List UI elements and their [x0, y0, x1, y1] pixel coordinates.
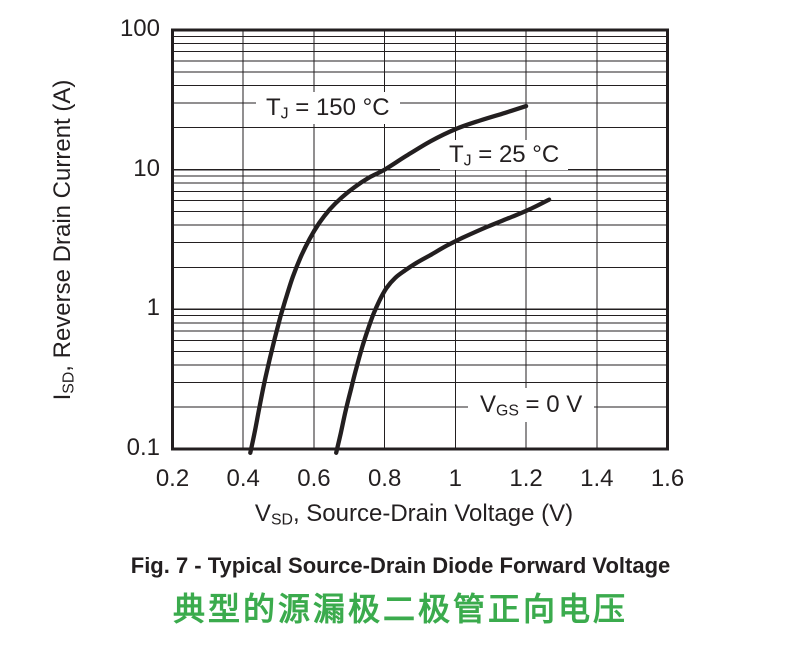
vgs-annotation-text: = 0 V [518, 391, 583, 418]
plot-border [171, 28, 669, 451]
vgs-annotation: VGS = 0 V [468, 388, 595, 422]
x-axis-label-symbol: V [254, 500, 271, 527]
x-axis-label-text: , Source-Drain Voltage (V) [292, 500, 574, 527]
figure-caption-chinese: 典型的源漏极二极管正向电压 [172, 591, 628, 627]
curve-label-tj-150c: TJ = 150 °C [256, 92, 400, 124]
y-axis-label-symbol: I [49, 393, 76, 401]
curve-label-25-text: = 25 °C [471, 141, 560, 168]
y-axis-label: ISD, Reverse Drain Current (A) [49, 79, 78, 401]
curve-label-150-subscript: J [280, 105, 289, 123]
curve-label-150-symbol: T [266, 94, 281, 121]
x-tick-label: 0.4 [226, 465, 260, 492]
figure-caption: Fig. 7 - Typical Source-Drain Diode Forw… [130, 553, 671, 578]
curve-tj-150c [248, 103, 529, 455]
x-tick-label: 1.4 [580, 465, 614, 492]
x-tick-label: 1 [448, 465, 463, 492]
vgs-annotation-subscript: GS [496, 402, 519, 420]
y-tick-label: 100 [119, 15, 160, 42]
curve-label-150-text: = 150 °C [288, 94, 390, 121]
y-tick-label: 10 [133, 154, 160, 182]
y-tick-label: 0.1 [126, 434, 160, 461]
curve-label-25-symbol: T [449, 141, 464, 168]
x-tick-label: 0.2 [155, 465, 190, 492]
vgs-annotation-symbol: V [480, 391, 497, 418]
curve-label-25-subscript: J [463, 152, 472, 170]
x-tick-label: 1.6 [650, 465, 685, 492]
x-tick-label: 0.8 [367, 465, 402, 492]
x-axis-label-subscript: SD [270, 511, 293, 529]
y-axis-label-text: , Reverse Drain Current (A) [49, 79, 76, 372]
x-tick-label: 1.2 [509, 465, 543, 492]
curve-tj-25c [334, 197, 552, 455]
curve-label-tj-25c: TJ = 25 °C [440, 140, 569, 170]
y-tick-label: 1 [146, 294, 160, 322]
x-tick-label: 0.6 [297, 465, 331, 492]
y-axis-label-subscript: SD [60, 371, 78, 394]
x-axis-label: VSD, Source-Drain Voltage (V) [254, 500, 574, 529]
